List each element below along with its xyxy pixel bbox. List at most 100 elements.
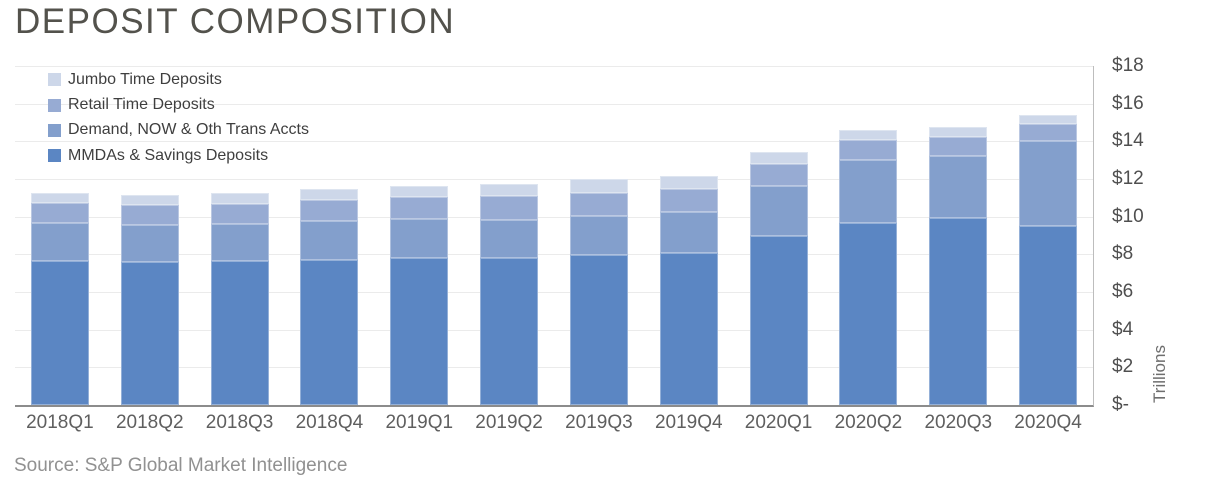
bar-segment-demand-now-oth-trans-accts: [569, 215, 628, 256]
bar-segment-mmdas-savings-deposits: [1019, 226, 1078, 405]
x-tick-label: 2020Q3: [924, 412, 993, 433]
bar-segment-mmdas-savings-deposits: [120, 261, 179, 405]
y-tick-label: $18: [1112, 55, 1144, 76]
bar-segment-mmdas-savings-deposits: [659, 252, 718, 405]
y-tick-label: $4: [1112, 318, 1134, 340]
bar-segment-mmdas-savings-deposits: [839, 223, 898, 405]
legend-swatch-icon: [48, 123, 61, 137]
bar-segment-mmdas-savings-deposits: [480, 258, 539, 405]
x-tick-label: 2019Q2: [475, 412, 543, 433]
x-tick-label: 2018Q1: [26, 412, 94, 433]
gridline: [15, 329, 1093, 331]
legend-label: Demand, NOW & Oth Trans Accts: [68, 121, 309, 139]
bar-2018q3: [210, 193, 269, 405]
bar-segment-jumbo-time-deposits: [659, 176, 718, 189]
y-tick-label: $2: [1112, 356, 1134, 378]
bar-segment-mmdas-savings-deposits: [749, 236, 808, 405]
gridline: [15, 216, 1093, 218]
bar-segment-demand-now-oth-trans-accts: [749, 185, 808, 237]
legend-item: Retail Time Deposits: [48, 92, 309, 117]
y-tick-label: $-: [1112, 394, 1129, 415]
bar-segment-retail-time-deposits: [30, 203, 89, 224]
x-tick-label: 2019Q3: [565, 412, 633, 433]
legend-swatch-icon: [48, 98, 61, 112]
bar-segment-mmdas-savings-deposits: [929, 217, 988, 405]
bar-segment-mmdas-savings-deposits: [390, 258, 449, 405]
bar-segment-jumbo-time-deposits: [300, 188, 359, 200]
bar-2020q1: [749, 151, 808, 405]
bar-segment-retail-time-deposits: [929, 136, 988, 156]
bar-2019q1: [390, 185, 449, 405]
bar-segment-jumbo-time-deposits: [569, 179, 628, 194]
y-tick-label: $10: [1112, 205, 1144, 227]
bar-segment-retail-time-deposits: [1019, 124, 1078, 142]
bar-segment-demand-now-oth-trans-accts: [30, 223, 89, 261]
bar-2018q4: [300, 188, 359, 405]
gridline: [15, 66, 1093, 67]
legend-swatch-icon: [48, 73, 61, 87]
bar-segment-mmdas-savings-deposits: [30, 260, 89, 405]
bar-segment-jumbo-time-deposits: [1019, 115, 1078, 125]
bar-segment-demand-now-oth-trans-accts: [210, 224, 269, 261]
bar-2020q2: [839, 130, 898, 405]
gridline: [15, 292, 1093, 293]
bar-segment-demand-now-oth-trans-accts: [390, 218, 449, 259]
bar-segment-retail-time-deposits: [839, 140, 898, 161]
y-axis-title: Trillions: [1150, 345, 1169, 403]
bar-segment-demand-now-oth-trans-accts: [120, 225, 179, 262]
bar-2018q1: [30, 193, 89, 405]
x-tick-label: 2019Q1: [385, 412, 454, 433]
legend-label: Retail Time Deposits: [68, 96, 215, 114]
legend-item: Demand, NOW & Oth Trans Accts: [48, 118, 309, 143]
legend: Jumbo Time Deposits Retail Time Deposits D…: [48, 67, 309, 169]
legend-swatch-icon: [48, 149, 61, 163]
gridline: [15, 103, 1093, 105]
bar-segment-demand-now-oth-trans-accts: [659, 212, 718, 253]
x-tick-label: 2020Q2: [834, 412, 903, 433]
legend-label: MMDAs & Savings Deposits: [68, 146, 269, 164]
bar-segment-retail-time-deposits: [569, 193, 628, 216]
bar-segment-retail-time-deposits: [749, 163, 808, 186]
bar-segment-jumbo-time-deposits: [839, 130, 898, 141]
bar-segment-retail-time-deposits: [390, 196, 449, 219]
bar-segment-mmdas-savings-deposits: [210, 260, 269, 405]
bar-2020q4: [1019, 115, 1078, 405]
bar-segment-mmdas-savings-deposits: [300, 260, 359, 405]
bar-2019q4: [659, 176, 718, 405]
gridline: [15, 254, 1093, 256]
gridline: [15, 179, 1093, 180]
gridline: [15, 141, 1093, 143]
source-note: Source: S&P Global Market Intelligence: [14, 455, 348, 476]
bar-segment-retail-time-deposits: [480, 196, 539, 220]
legend-item: MMDAs & Savings Deposits: [48, 143, 309, 168]
x-tick-label: 2018Q3: [205, 412, 274, 433]
bar-segment-retail-time-deposits: [659, 188, 718, 212]
bar-2020q3: [929, 127, 988, 405]
bar-segment-jumbo-time-deposits: [749, 151, 808, 164]
bar-segment-retail-time-deposits: [300, 199, 359, 221]
bar-segment-jumbo-time-deposits: [929, 127, 988, 137]
bar-segment-jumbo-time-deposits: [390, 185, 449, 197]
x-tick-label: 2020Q1: [744, 412, 813, 433]
y-tick-label: $6: [1112, 281, 1134, 302]
bar-segment-jumbo-time-deposits: [30, 193, 89, 204]
gridline: [15, 367, 1093, 369]
x-tick-label: 2020Q4: [1014, 412, 1082, 433]
plot-area: Jumbo Time Deposits Retail Time Deposits D…: [15, 66, 1094, 407]
bar-2019q3: [569, 179, 628, 405]
bar-segment-demand-now-oth-trans-accts: [839, 160, 898, 224]
bar-segment-demand-now-oth-trans-accts: [929, 155, 988, 218]
y-tick-label: $16: [1112, 92, 1144, 114]
bar-segment-demand-now-oth-trans-accts: [300, 220, 359, 260]
bar-segment-jumbo-time-deposits: [120, 195, 179, 206]
y-tick-label: $12: [1112, 168, 1144, 189]
y-tick-label: $14: [1112, 130, 1144, 152]
bar-segment-demand-now-oth-trans-accts: [480, 219, 539, 259]
legend-item: Jumbo Time Deposits: [48, 67, 309, 92]
bar-segment-retail-time-deposits: [210, 203, 269, 225]
bar-2018q2: [120, 195, 179, 405]
bar-segment-jumbo-time-deposits: [210, 193, 269, 204]
x-tick-label: 2018Q2: [115, 412, 184, 433]
bar-segment-jumbo-time-deposits: [480, 183, 539, 197]
